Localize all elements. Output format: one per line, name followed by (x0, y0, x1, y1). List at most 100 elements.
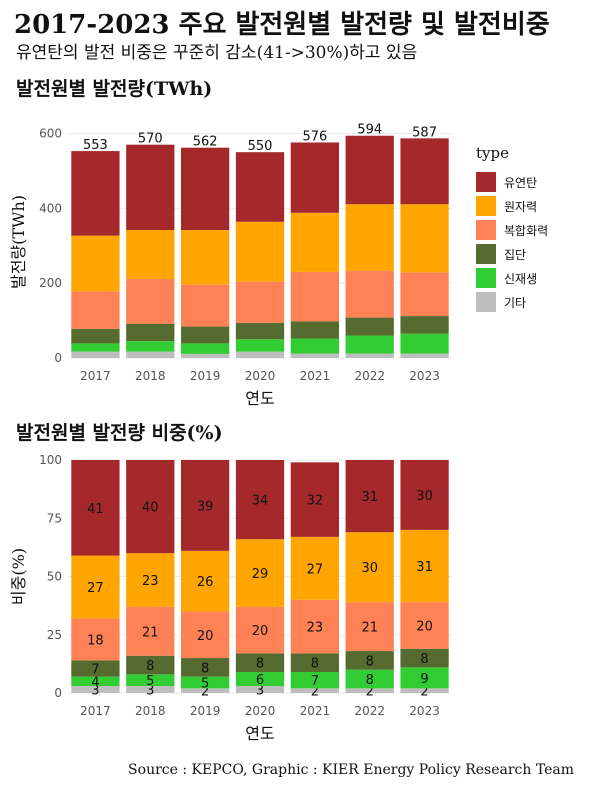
chart2-title: 발전원별 발전량 비중(%) (16, 422, 223, 444)
data-label: 27 (307, 562, 324, 577)
bar-segment (126, 144, 175, 231)
x-tick-label: 2019 (190, 704, 221, 718)
bar-segment (345, 335, 394, 354)
data-label: 8 (146, 659, 154, 674)
bar-segment (235, 339, 285, 352)
bar-segment (71, 235, 120, 292)
total-label: 576 (302, 129, 327, 144)
legend-swatch (476, 196, 496, 216)
y-tick-label: 600 (39, 126, 62, 140)
x-axis-label: 연도 (245, 389, 274, 408)
y-tick-label: 0 (54, 686, 62, 700)
x-tick-label: 2021 (300, 369, 331, 383)
data-label: 20 (197, 629, 214, 644)
bar-segment (126, 553, 175, 607)
x-tick-label: 2023 (409, 369, 440, 383)
data-label: 8 (311, 657, 319, 672)
data-label: 31 (361, 490, 378, 505)
bar-segment (290, 653, 339, 673)
bar-segment (345, 669, 394, 689)
bar-segment (290, 536, 339, 600)
data-label: 8 (201, 661, 209, 676)
bar-segment (345, 135, 394, 205)
data-label: 5 (146, 674, 154, 689)
bar-segment (235, 672, 285, 687)
y-tick-label: 25 (47, 628, 62, 642)
bar-segment (181, 688, 230, 693)
legend-label: 유연탄 (504, 176, 537, 190)
bar-segment (126, 323, 175, 342)
data-label: 23 (307, 621, 324, 636)
bar-segment (71, 555, 120, 619)
data-label: 7 (311, 674, 319, 689)
bar-segment (290, 672, 339, 689)
legend-label: 신재생 (504, 272, 537, 286)
bar-segment (345, 204, 394, 271)
x-tick-label: 2021 (300, 704, 331, 718)
total-label: 594 (357, 123, 382, 138)
total-label: 587 (412, 125, 437, 140)
bar-segment (400, 316, 449, 334)
bar-segment (71, 151, 120, 236)
bar-segment (400, 648, 449, 668)
data-label: 39 (197, 499, 214, 514)
bar-segment (345, 270, 394, 318)
data-label: 30 (416, 489, 433, 504)
bar-segment (400, 460, 449, 530)
chart1-title: 발전원별 발전량(TWh) (16, 78, 213, 100)
x-axis-label: 연도 (245, 724, 274, 743)
bar-segment (71, 618, 120, 661)
page-title: 2017-2023 주요 발전원별 발전량 및 발전비중 (14, 10, 550, 40)
bar-segment (235, 322, 285, 340)
data-label: 3 (146, 684, 154, 699)
bar-segment (290, 353, 339, 358)
bar-segment (71, 460, 120, 556)
x-tick-label: 2018 (135, 369, 166, 383)
bar-segment (345, 317, 394, 336)
bar-segment (181, 658, 230, 677)
legend-label: 원자력 (504, 200, 537, 214)
data-label: 9 (420, 672, 428, 687)
bar-segment (71, 351, 120, 358)
x-tick-label: 2020 (245, 369, 276, 383)
bar-segment (235, 686, 285, 693)
y-axis-label: 발전량(TWh) (9, 195, 28, 289)
bar-segment (71, 291, 120, 329)
bar-segment (345, 602, 394, 652)
bar-segment (235, 351, 285, 358)
y-axis-label: 비중(%) (9, 548, 28, 605)
source-caption: Source : KEPCO, Graphic : KIER Energy Po… (128, 762, 574, 778)
data-label: 5 (201, 677, 209, 692)
x-tick-label: 2017 (80, 704, 111, 718)
bar-segment (126, 655, 175, 675)
data-label: 21 (142, 625, 159, 640)
y-tick-label: 50 (47, 570, 62, 584)
y-tick-label: 100 (39, 453, 62, 467)
data-label: 29 (252, 567, 269, 582)
bar-segment (290, 212, 339, 272)
data-label: 2 (420, 685, 428, 700)
bar-segment (181, 147, 230, 231)
bar-segment (235, 460, 285, 540)
bar-segment (126, 674, 175, 687)
data-label: 3 (91, 684, 99, 699)
data-label: 18 (87, 633, 104, 648)
bar-segment (181, 284, 230, 327)
data-label: 2 (311, 685, 319, 700)
data-label: 8 (420, 652, 428, 667)
data-label: 7 (91, 663, 99, 678)
data-label: 20 (416, 619, 433, 634)
data-label: 4 (91, 675, 99, 690)
bar-segment (290, 688, 339, 693)
legend-label: 집단 (504, 248, 526, 262)
x-tick-label: 2020 (245, 704, 276, 718)
bar-segment (235, 606, 285, 654)
legend-swatch (476, 268, 496, 288)
bar-segment (71, 328, 120, 344)
page-subtitle: 유연탄의 발전 비중은 꾸준히 감소(41->30%)하고 있음 (16, 43, 418, 63)
bar-segment (290, 321, 339, 339)
data-label: 6 (256, 673, 264, 688)
bar-segment (181, 343, 230, 354)
bar-segment (181, 230, 230, 285)
bar-segment (400, 138, 449, 205)
